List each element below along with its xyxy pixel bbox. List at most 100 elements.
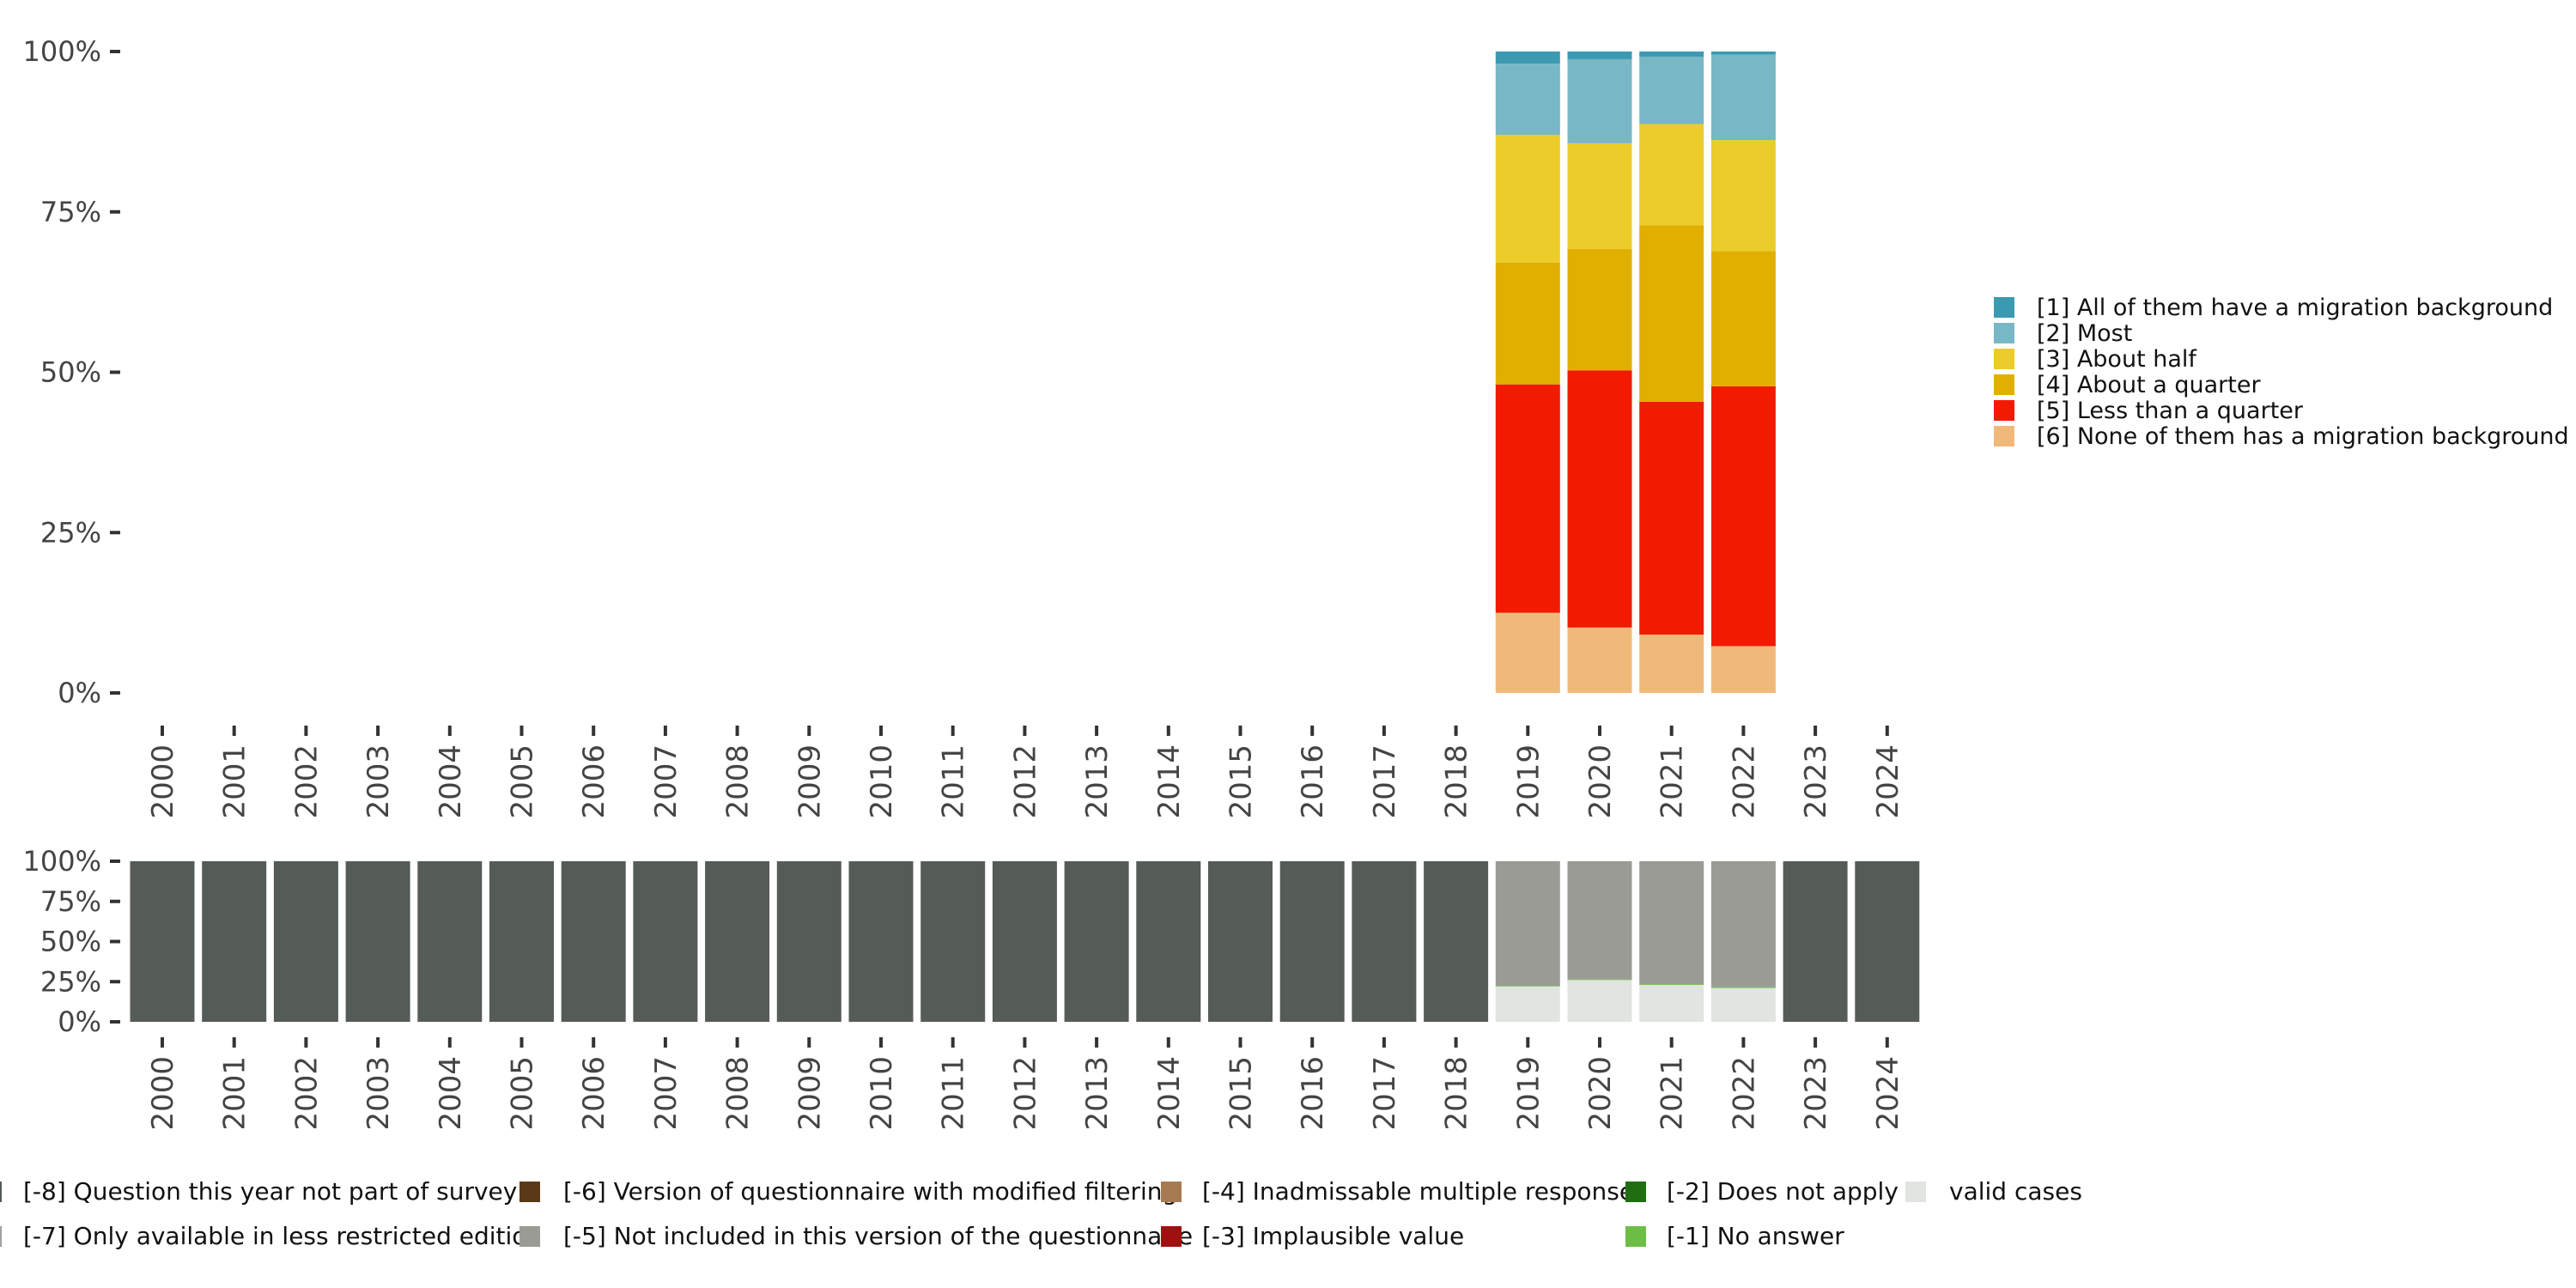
top-x-tick-label-2017: 2017 (1368, 744, 1402, 819)
top-x-tick-label-2022: 2022 (1727, 744, 1761, 819)
bottom-bar-2007-series-3 (633, 861, 698, 1022)
bottom-legend-swatch-6 (1625, 1182, 1646, 1202)
top-x-tick-label-2001: 2001 (218, 744, 252, 819)
bottom-x-tick-label-2009: 2009 (793, 1056, 827, 1131)
bottom-x-tick-label-2003: 2003 (361, 1056, 396, 1131)
bottom-bar-2012-series-3 (992, 861, 1057, 1022)
bottom-bar-2018-series-3 (1424, 861, 1489, 1022)
bottom-x-tick-label-2002: 2002 (289, 1056, 324, 1131)
bottom-bar-2008-series-3 (705, 861, 770, 1022)
top-legend-label-4: [2] Most (2037, 320, 2132, 347)
top-legend-label-0: [6] None of them has a migration backgro… (2037, 423, 2569, 450)
bottom-y-tick-label-75: 75% (40, 885, 101, 918)
bottom-bar-2022-series-0 (1710, 987, 1776, 1022)
top-x-tick-label-2009: 2009 (793, 744, 827, 819)
top-x-tick-label-2007: 2007 (649, 744, 683, 819)
top-stacked-bar-chart: 0% 25% 50% 75% 100% 2000 2001 2002 2003 2004 2005 2… (23, 35, 1905, 819)
top-legend-label-3: [3] About half (2037, 346, 2197, 373)
bottom-bar-2005-series-3 (489, 861, 554, 1022)
bottom-x-tick-label-2021: 2021 (1656, 1056, 1690, 1131)
bottom-x-tick-label-2010: 2010 (865, 1056, 899, 1131)
top-bar-2022-series-2 (1710, 251, 1776, 386)
bottom-x-tick-label-2018: 2018 (1440, 1056, 1474, 1131)
top-bar-2019-series-0 (1495, 612, 1560, 693)
bottom-legend-swatch-3 (519, 1226, 540, 1247)
top-legend-label-2: [4] About a quarter (2037, 372, 2261, 398)
bottom-bar-2002-series-3 (273, 861, 338, 1022)
bottom-x-tick-label-2015: 2015 (1224, 1056, 1259, 1131)
top-legend-swatch-2 (1994, 374, 2014, 395)
top-y-tick-label-50: 50% (40, 356, 101, 389)
bottom-legend-label-5: [-3] Implausible value (1202, 1222, 1464, 1250)
bottom-x-tick-label-2019: 2019 (1511, 1056, 1546, 1131)
top-x-tick-label-2020: 2020 (1583, 744, 1618, 819)
top-x-tick-label-2010: 2010 (865, 744, 899, 819)
top-x-tick-label-2002: 2002 (289, 744, 324, 819)
bottom-x-tick-label-2007: 2007 (649, 1056, 683, 1131)
top-bar-2022-series-4 (1710, 54, 1776, 141)
top-x-tick-label-2021: 2021 (1656, 744, 1690, 819)
bottom-x-tick-label-2011: 2011 (937, 1056, 971, 1131)
bottom-legend-swatch-5 (1161, 1226, 1182, 1247)
bottom-x-tick-label-2000: 2000 (146, 1056, 180, 1131)
top-x-tick-label-2016: 2016 (1296, 744, 1330, 819)
top-x-tick-label-2008: 2008 (721, 744, 756, 819)
top-bar-2020-series-2 (1567, 249, 1632, 371)
top-bar-2022-series-0 (1710, 646, 1776, 693)
bottom-x-tick-label-2017: 2017 (1368, 1056, 1402, 1131)
bottom-bar-2014-series-3 (1136, 861, 1201, 1022)
bottom-legend-swatch-2 (519, 1182, 540, 1202)
top-bar-2021-series-2 (1639, 225, 1704, 402)
bottom-bar-2019-series-0 (1495, 986, 1560, 1022)
bottom-x-tick-label-2020: 2020 (1583, 1056, 1618, 1131)
bottom-y-tick-label-100: 100% (23, 845, 101, 878)
top-x-tick-label-2006: 2006 (577, 744, 611, 819)
bottom-legend-label-6: [-2] Does not apply (1667, 1177, 1899, 1206)
top-legend: [1] All of them have a migration backgro… (1994, 295, 2569, 450)
top-bar-2020-series-1 (1567, 370, 1632, 628)
bottom-bar-2017-series-3 (1352, 861, 1417, 1022)
top-bar-2021-series-3 (1639, 124, 1704, 226)
bottom-bar-2003-series-3 (345, 861, 410, 1022)
bottom-bar-2021-series-0 (1639, 984, 1704, 1022)
top-bar-2022-series-5 (1710, 52, 1776, 55)
bottom-legend-swatch-4 (1161, 1182, 1182, 1202)
bottom-bar-2021-series-1 (1639, 984, 1704, 985)
bottom-x-tick-label-2006: 2006 (577, 1056, 611, 1131)
bottom-x-tick-label-2004: 2004 (434, 1056, 468, 1131)
bottom-bar-2020-series-2 (1567, 861, 1632, 980)
bottom-legend-swatch-7 (1625, 1226, 1646, 1247)
bottom-bar-2006-series-3 (561, 861, 626, 1022)
top-bar-2021-series-1 (1639, 401, 1704, 635)
top-x-tick-label-2015: 2015 (1224, 744, 1259, 819)
bottom-bar-2013-series-3 (1064, 861, 1129, 1022)
top-bar-2019-series-4 (1495, 64, 1560, 136)
top-bar-2019-series-2 (1495, 262, 1560, 385)
top-legend-label-5: [1] All of them have a migration backgro… (2037, 295, 2553, 321)
top-bar-2022-series-1 (1710, 386, 1776, 647)
bottom-bar-2023-series-3 (1783, 861, 1848, 1022)
bottom-y-tick-label-25: 25% (40, 965, 101, 998)
top-x-tick-label-2011: 2011 (937, 744, 971, 819)
bottom-x-tick-label-2024: 2024 (1871, 1056, 1905, 1131)
top-legend-label-1: [5] Less than a quarter (2037, 398, 2304, 424)
top-x-tick-label-2024: 2024 (1871, 744, 1905, 819)
bottom-x-tick-label-2022: 2022 (1727, 1056, 1761, 1131)
top-bar-2021-series-5 (1639, 52, 1704, 57)
top-x-tick-label-2005: 2005 (506, 744, 540, 819)
bottom-legend-label-2: [-6] Version of questionnaire with modif… (563, 1177, 1177, 1206)
top-x-tick-label-2023: 2023 (1799, 744, 1833, 819)
bottom-bar-2016-series-3 (1279, 861, 1345, 1022)
bottom-legend-label-8: valid cases (1949, 1177, 2082, 1206)
top-x-tick-label-2013: 2013 (1080, 744, 1115, 819)
bottom-bar-2020-series-0 (1567, 980, 1632, 1022)
top-bar-2021-series-0 (1639, 635, 1704, 693)
top-bar-2020-series-5 (1567, 52, 1632, 59)
top-y-tick-label-100: 100% (23, 35, 101, 68)
top-x-tick-label-2012: 2012 (1008, 744, 1042, 819)
top-bar-2020-series-3 (1567, 143, 1632, 250)
bottom-legend-label-7: [-1] No answer (1667, 1222, 1844, 1250)
bottom-bar-2009-series-3 (776, 861, 841, 1022)
bottom-y-tick-label-50: 50% (40, 926, 101, 958)
